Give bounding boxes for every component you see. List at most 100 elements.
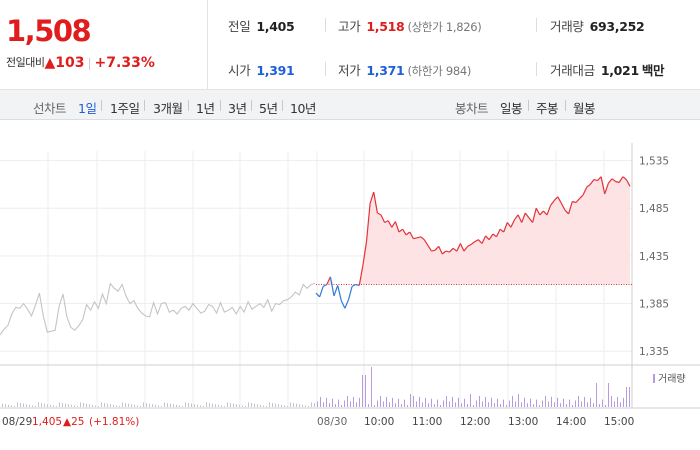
divider: [536, 62, 537, 76]
volume-bar: [392, 397, 393, 407]
volume-bar: [581, 401, 582, 407]
open-price: 시가 1,391: [228, 60, 295, 79]
volume-bar: [95, 405, 96, 407]
volume-bar: [29, 404, 30, 407]
volume-bar: [590, 397, 591, 407]
open-label: 시가: [228, 63, 251, 78]
today-line-segment: [449, 247, 454, 253]
volume-bar: [320, 396, 321, 407]
volume-area: 거래량: [2, 367, 686, 407]
volume-bar: [245, 406, 246, 407]
volume-bar: [386, 396, 387, 407]
volume-bar: [209, 403, 210, 407]
today-line-segment: [542, 210, 548, 216]
today-line-segment: [329, 276, 335, 297]
today-line-segment: [441, 250, 447, 255]
today-line-segment: [365, 203, 371, 242]
volume-bar: [293, 403, 294, 407]
tab-3years[interactable]: 3년: [228, 101, 247, 116]
today-line-segment: [456, 243, 461, 252]
volume-bar: [2, 403, 3, 407]
divider: [251, 100, 252, 111]
trade-amount: 거래대금 1,021 백만: [550, 60, 665, 79]
volume-bar: [518, 394, 519, 407]
volume-bar: [140, 406, 141, 407]
tab-1year[interactable]: 1년: [196, 101, 215, 116]
volume-bar: [317, 401, 318, 407]
tab-daily-candle[interactable]: 일봉: [500, 101, 523, 116]
tab-weekly-candle[interactable]: 주봉: [536, 101, 559, 116]
divider: [144, 100, 145, 111]
volume-bar: [467, 404, 468, 407]
today-line-segment: [597, 176, 602, 182]
tab-1week[interactable]: 1주일: [110, 101, 140, 116]
today-line-segment: [492, 233, 497, 238]
volume-bar: [41, 403, 42, 407]
volume-bar: [515, 401, 516, 407]
volume-bar: [251, 403, 252, 407]
y-tick-label: 1,435: [639, 251, 669, 263]
today-line-segment: [347, 286, 353, 300]
x-tick-label: 12:00: [460, 416, 490, 428]
today-line-segment: [481, 235, 487, 244]
tab-3months[interactable]: 3개월: [153, 101, 183, 116]
volume-bar: [374, 405, 375, 407]
tab-10years[interactable]: 10년: [290, 101, 316, 116]
tab-5years[interactable]: 5년: [259, 101, 278, 116]
today-line-segment: [579, 194, 584, 200]
volume-bar: [74, 405, 75, 407]
today-line-segment: [445, 250, 450, 253]
today-line-segment: [427, 245, 433, 252]
prev-close-label: 전일: [228, 19, 251, 34]
today-line-segment: [380, 214, 386, 223]
high-price: 고가 1,518 (상한가 1,826): [338, 16, 482, 35]
today-line-segment: [420, 236, 425, 241]
volume-bar: [548, 401, 549, 407]
volume-bar: [98, 406, 99, 407]
volume-bar: [575, 400, 576, 407]
volume-bar: [557, 397, 558, 407]
y-tick-label: 1,385: [639, 299, 669, 311]
volume-bar: [560, 403, 561, 407]
tab-monthly-candle[interactable]: 월봉: [573, 101, 596, 116]
y-tick-label: 1,535: [639, 156, 669, 168]
volume-bar: [368, 404, 369, 407]
volume-label: 거래량: [550, 19, 584, 34]
volume-bar: [83, 403, 84, 407]
volume-bar: [260, 404, 261, 407]
volume-bar: [599, 404, 600, 407]
today-line-segment: [384, 220, 389, 224]
today-line-segment: [572, 200, 577, 204]
prev-day-close: 1,405: [32, 416, 62, 428]
volume-bar: [215, 404, 216, 407]
y-tick-label: 1,335: [639, 346, 669, 358]
volume-bar: [350, 401, 351, 407]
volume-bar: [524, 397, 525, 407]
volume-bar: [116, 405, 117, 407]
today-line-segment: [409, 231, 414, 239]
volume-bar: [128, 403, 129, 407]
volume-bar: [593, 403, 594, 407]
today-line-segment: [474, 239, 479, 243]
today-line-segment: [326, 276, 331, 285]
volume-bar: [536, 399, 537, 407]
volume-bar: [113, 404, 114, 407]
open-value: 1,391: [256, 63, 295, 78]
volume-bar: [77, 406, 78, 407]
volume-bar: [227, 402, 228, 407]
volume-bar: [608, 383, 609, 407]
volume-bar: [26, 404, 27, 407]
today-line-segment: [499, 228, 505, 233]
volume-bar: [476, 400, 477, 407]
today-line-segment: [319, 286, 324, 298]
volume-bar: [488, 402, 489, 407]
volume-bar: [626, 387, 627, 407]
volume-bar: [347, 396, 348, 407]
volume-bar: [620, 402, 621, 407]
today-line-segment: [560, 203, 566, 211]
today-line-segment: [402, 228, 407, 236]
volume-bar: [59, 402, 60, 407]
lower-limit: (하한가 984): [407, 64, 472, 78]
volume-bar: [335, 404, 336, 407]
tab-1day[interactable]: 1일: [78, 101, 97, 116]
